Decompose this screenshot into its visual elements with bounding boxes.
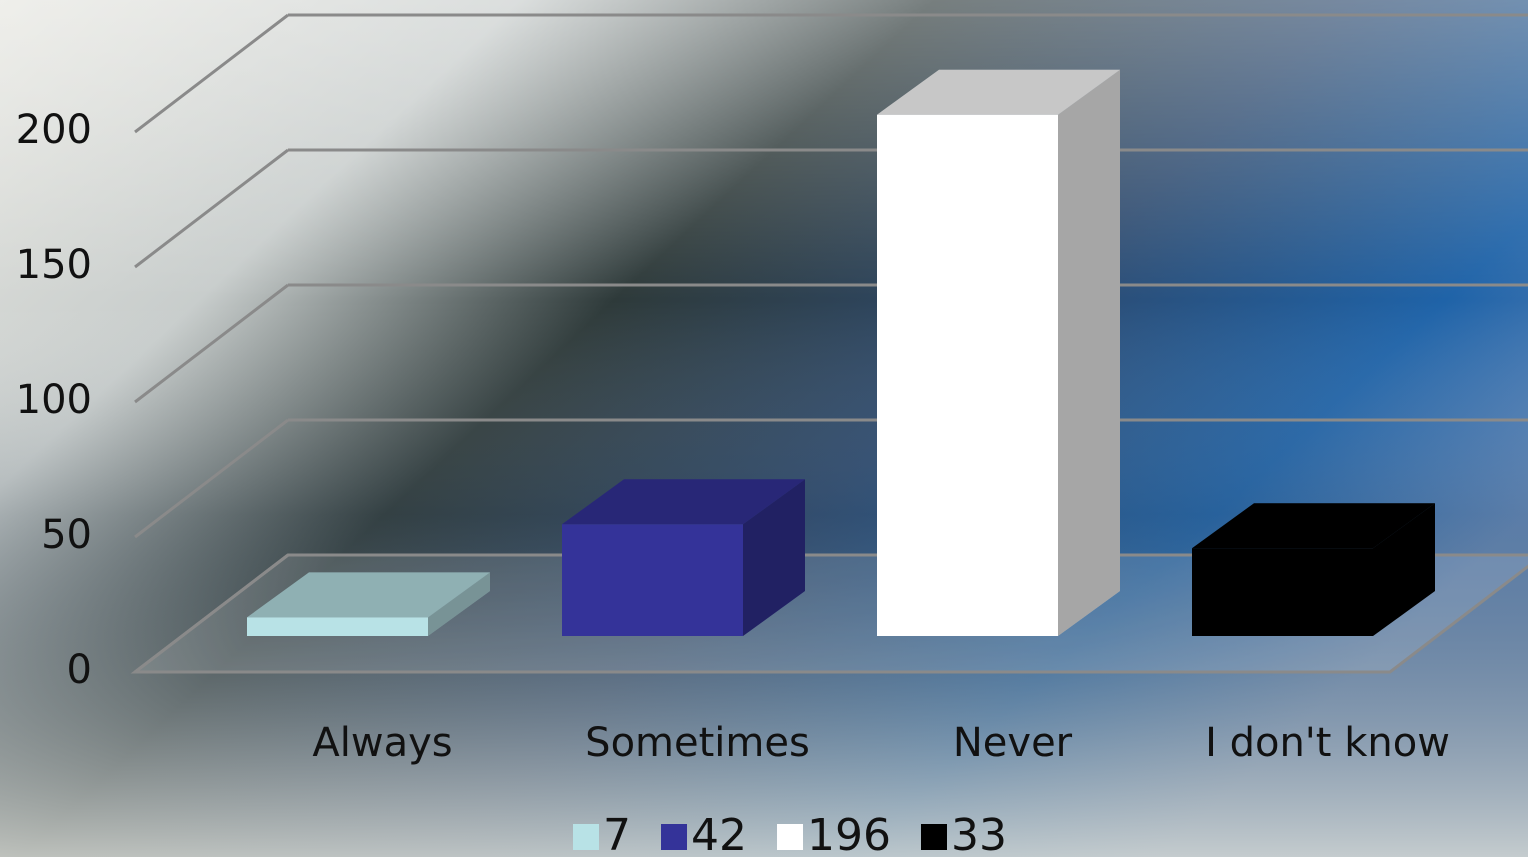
grid-line bbox=[134, 283, 289, 404]
y-tick-label: 50 bbox=[41, 512, 92, 558]
legend-swatch bbox=[920, 824, 947, 850]
legend-swatch bbox=[777, 824, 804, 850]
legend-label: 7 bbox=[603, 810, 631, 857]
bar-top-shade bbox=[877, 69, 1120, 115]
y-tick-label: 0 bbox=[67, 647, 92, 693]
x-tick-label: Sometimes bbox=[585, 720, 810, 766]
bar-side bbox=[428, 572, 490, 636]
bar bbox=[247, 617, 428, 636]
bar-side-shade bbox=[1058, 69, 1120, 637]
bar-side bbox=[743, 479, 805, 636]
bar-top bbox=[877, 69, 1120, 115]
bar bbox=[562, 524, 743, 636]
bar bbox=[1192, 548, 1373, 636]
bar bbox=[877, 114, 1058, 637]
x-tick-label: Always bbox=[312, 720, 452, 766]
y-tick-label: 150 bbox=[16, 242, 92, 288]
x-tick-label: I don't know bbox=[1205, 720, 1450, 766]
legend-label: 196 bbox=[807, 810, 891, 857]
bar-top-shade bbox=[247, 572, 490, 618]
bar-top bbox=[247, 572, 490, 618]
bar-top-shade bbox=[562, 479, 805, 525]
legend-label: 42 bbox=[691, 810, 747, 857]
legend-swatch bbox=[573, 824, 600, 850]
bar-side bbox=[1373, 503, 1435, 636]
y-tick-label: 200 bbox=[16, 107, 92, 153]
bar-side-shade bbox=[743, 479, 805, 636]
x-tick-label: Never bbox=[953, 720, 1073, 766]
y-tick-label: 100 bbox=[16, 377, 92, 423]
bar-side bbox=[1058, 69, 1120, 637]
bar-side-shade bbox=[428, 572, 490, 636]
grid-line bbox=[134, 148, 289, 269]
bar-top-shade bbox=[1192, 503, 1435, 549]
grid-line bbox=[134, 553, 289, 674]
legend-swatch bbox=[661, 824, 688, 850]
bar-top bbox=[1192, 503, 1435, 549]
grid-line bbox=[134, 418, 289, 539]
bar-top bbox=[562, 479, 805, 525]
legend-label: 33 bbox=[951, 810, 1007, 857]
bar-side-shade bbox=[1373, 503, 1435, 636]
grid-line bbox=[134, 13, 289, 134]
